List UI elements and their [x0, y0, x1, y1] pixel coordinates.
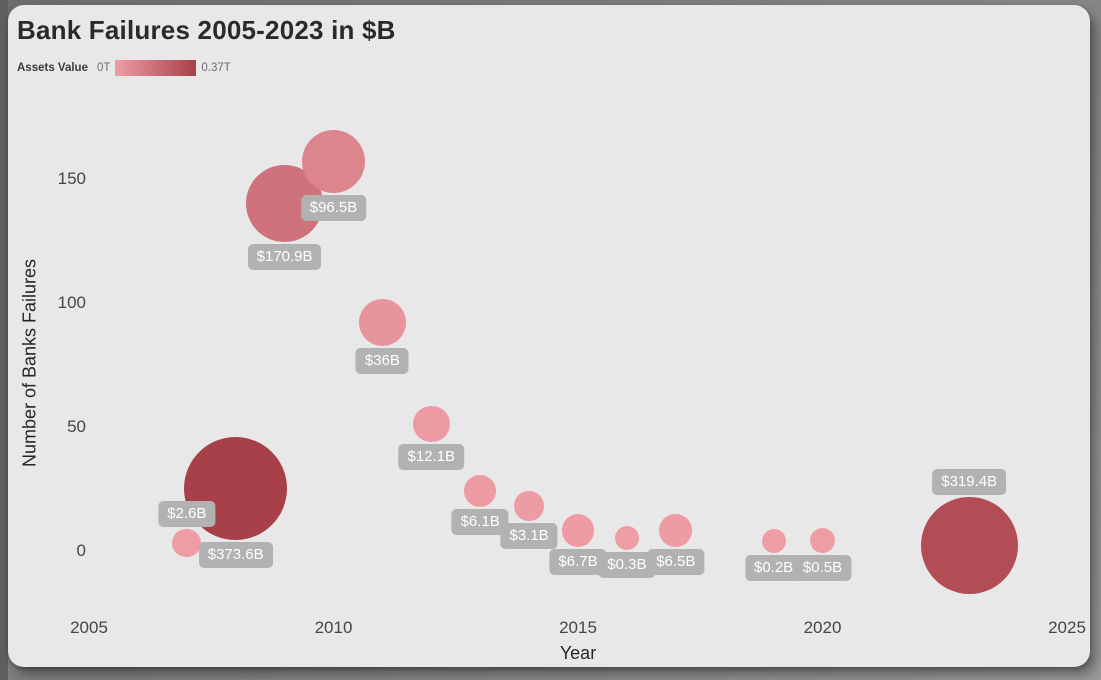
bubble-2016[interactable] — [614, 525, 640, 551]
bubble-2019[interactable] — [761, 528, 786, 553]
chart-card: Bank Failures 2005-2023 in $B Assets Val… — [8, 5, 1090, 667]
y-axis-tick-150: 150 — [57, 168, 86, 188]
data-label-2020: $0.5B — [793, 555, 852, 582]
legend-gradient-swatch — [115, 59, 197, 76]
data-label-2015: $6.7B — [549, 549, 607, 576]
bubble-2010[interactable] — [301, 129, 366, 193]
bubble-2007[interactable] — [172, 528, 202, 558]
bubble-2011[interactable] — [358, 298, 406, 346]
plot-area: Number of Banks Failures Year 0 50 100 150 2… — [8, 5, 1090, 667]
bubble-2013[interactable] — [464, 474, 497, 508]
data-label-2016: $0.3B — [598, 552, 656, 579]
y-axis-tick-100: 100 — [57, 292, 86, 312]
data-label-2019: $0.2B — [744, 554, 803, 581]
x-axis-tick-2020: 2020 — [803, 618, 842, 637]
legend: Assets Value 0T 0.37T — [17, 59, 231, 76]
bubble-2017[interactable] — [659, 514, 693, 547]
legend-min-label: 0T — [96, 61, 111, 74]
bubble-2023[interactable] — [920, 497, 1018, 595]
y-axis-tick-50: 50 — [67, 416, 86, 436]
data-label-2017: $6.5B — [647, 549, 705, 575]
data-label-2012: $12.1B — [398, 444, 465, 471]
data-label-2011: $36B — [355, 347, 409, 374]
desktop-frame-edge — [0, 0, 8, 680]
x-axis-tick-2005: 2005 — [70, 618, 108, 637]
data-label-2007: $2.6B — [158, 500, 216, 527]
legend-max-label: 0.37T — [201, 61, 231, 74]
x-axis-title: Year — [559, 643, 597, 663]
x-axis-tick-2010: 2010 — [314, 618, 353, 637]
data-label-2014: $3.1B — [500, 522, 558, 549]
data-label-2010: $96.5B — [300, 194, 367, 221]
data-label-2013: $6.1B — [451, 509, 509, 536]
chart-title: Bank Failures 2005-2023 in $B — [17, 15, 396, 45]
x-axis-tick-2015: 2015 — [559, 618, 597, 637]
data-label-2023: $319.4B — [932, 469, 1007, 495]
data-label-2009: $170.9B — [247, 243, 322, 270]
bubble-2012[interactable] — [412, 405, 450, 443]
bubble-2020[interactable] — [810, 528, 835, 554]
y-axis-tick-0: 0 — [76, 540, 86, 560]
x-axis-tick-2025: 2025 — [1048, 618, 1086, 637]
bubble-2014[interactable] — [514, 491, 544, 521]
bubble-2015[interactable] — [561, 514, 595, 548]
legend-title: Assets Value — [17, 61, 88, 74]
data-label-2008: $373.6B — [198, 542, 273, 569]
